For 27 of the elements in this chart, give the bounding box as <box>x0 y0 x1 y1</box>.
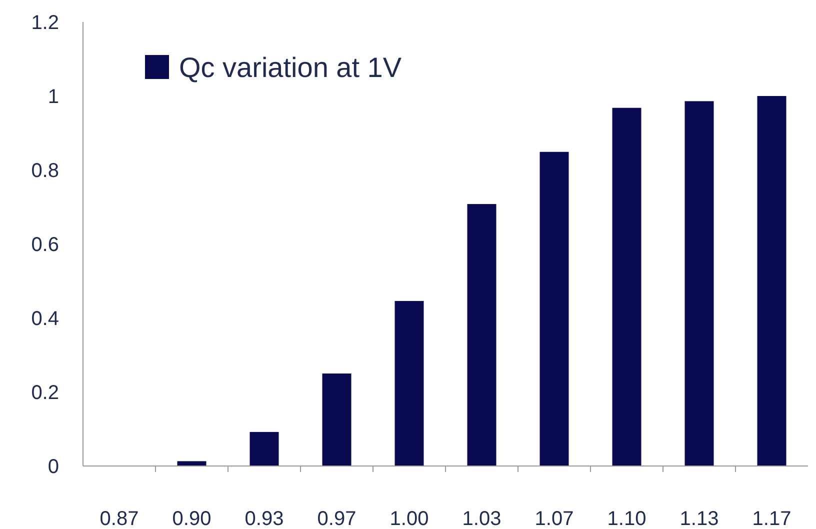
bar <box>757 96 786 466</box>
x-tick-label: 0.90 <box>172 508 212 529</box>
x-tick-label: 1.00 <box>390 508 429 529</box>
y-tick-label: 0.6 <box>31 234 59 256</box>
x-tick-label: 1.07 <box>534 508 574 529</box>
x-tick-label: 1.03 <box>462 508 502 529</box>
y-tick-label: 1.2 <box>31 12 59 34</box>
y-tick-label: 1 <box>48 86 59 108</box>
bar <box>684 101 714 466</box>
bar <box>467 204 496 466</box>
y-tick-label: 0 <box>48 456 59 478</box>
bar <box>322 374 352 466</box>
x-tick-label: 1.10 <box>607 508 646 529</box>
y-tick-label: 0.8 <box>31 160 59 182</box>
x-tick-label: 1.13 <box>680 508 719 529</box>
legend-label: Qc variation at 1V <box>179 52 402 83</box>
y-tick-label: 0.4 <box>31 308 59 330</box>
bar <box>612 108 642 466</box>
bar <box>250 432 279 466</box>
x-tick-label: 0.87 <box>100 508 139 529</box>
bar <box>394 300 424 466</box>
bar <box>177 461 206 466</box>
y-tick-label: 0.2 <box>31 382 59 404</box>
bar <box>540 152 569 466</box>
x-tick-label: 0.97 <box>317 508 356 529</box>
x-tick-label: 0.93 <box>244 508 284 529</box>
x-tick-label: 1.17 <box>752 508 792 529</box>
